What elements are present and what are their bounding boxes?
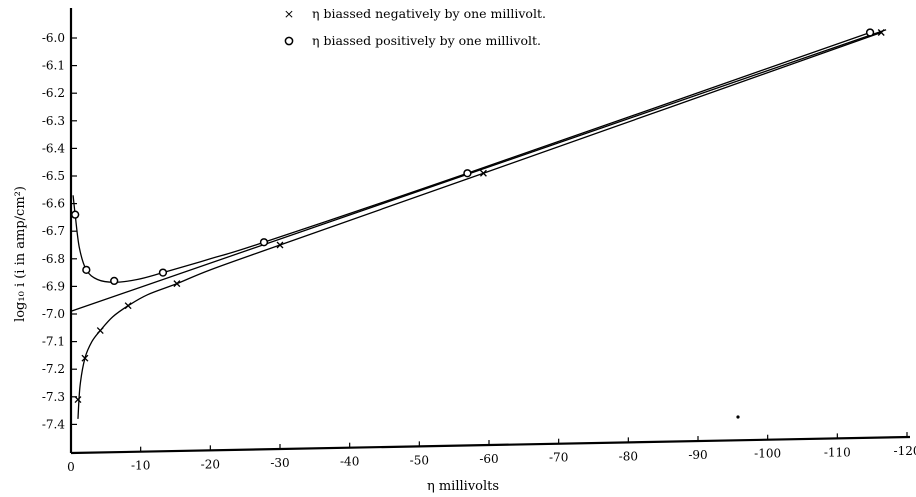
x-axis-title: η millivolts [427,479,499,494]
x-tick-label: -110 [824,445,851,459]
data-point-x [173,280,181,288]
series-curves [70,29,887,419]
x-tick-label: -80 [619,449,638,463]
data-point-circle [259,238,269,247]
tafel-reference-line [70,29,887,312]
x-tick-label: -90 [688,448,707,462]
y-tick-label: -6.8 [42,252,65,266]
y-tick-label: -6.1 [42,59,65,73]
x-tick-label: -50 [410,453,429,467]
series-markers [71,28,885,419]
legend-label-negative: η biassed negatively by one millivolt. [312,6,546,21]
data-point-circle [82,265,91,274]
data-point-x [81,354,89,362]
y-tick-label: -7.3 [42,390,65,404]
x-tick-label: 0 [67,460,75,474]
y-tick-label: -6.6 [42,197,65,211]
x-tick-label: -100 [754,447,781,461]
data-point-x [96,327,104,335]
data-point-circle [463,169,472,178]
x-tick-label: -70 [549,451,568,465]
y-ticks: -6.0 -6.1 -6.2 -6.3 -6.4 -6.5 -6.6 -6.7 -6.8 -6.9… [42,31,77,431]
y-tick-label: -7.2 [42,362,65,376]
x-axis-line [70,435,911,455]
y-tick-label: -7.0 [42,307,65,321]
y-tick-label: -6.7 [42,224,65,238]
data-point-x [479,169,487,177]
y-tick-label: -6.0 [42,31,65,45]
data-point-x [124,302,132,310]
x-tick-label: -40 [340,455,359,469]
positive-bias-curve [72,31,871,283]
legend-marker-negative: × [284,6,294,21]
y-tick-label: -7.1 [42,335,65,349]
data-point-circle [110,276,119,286]
data-point-x [877,29,885,36]
data-point-circle [158,268,168,277]
y-tick-label: -6.9 [42,279,65,293]
y-tick-label: -6.5 [42,169,65,183]
data-point-x [276,241,284,249]
x-tick-label: -10 [131,459,150,473]
legend-marker-positive [284,36,294,46]
x-tick-label: -20 [201,457,220,471]
legend: × η biassed negatively by one millivolt.… [284,6,546,48]
data-point-circle [865,28,875,37]
stray-dot [736,415,740,419]
x-tick-label: -120 [894,444,916,458]
legend-label-positive: η biassed positively by one millivolt. [312,33,541,48]
x-tick-label: -30 [270,456,289,470]
x-tick-label: -60 [479,452,498,466]
data-point-circle [71,210,80,219]
y-tick-label: -6.2 [42,86,65,100]
data-point-x [74,396,82,404]
y-tick-label: -6.4 [42,141,66,155]
axes [69,8,911,455]
x-ticks: 0 -10 -20 -30 -40 -50 -60 -70 -80 -90 -100 -110 -120 [67,432,916,474]
y-tick-label: -7.4 [42,417,66,431]
y-axis-title: log₁₀ i (i in amp/cm²) [13,186,28,322]
negative-bias-curve [77,31,882,419]
y-tick-label: -6.3 [42,114,65,128]
